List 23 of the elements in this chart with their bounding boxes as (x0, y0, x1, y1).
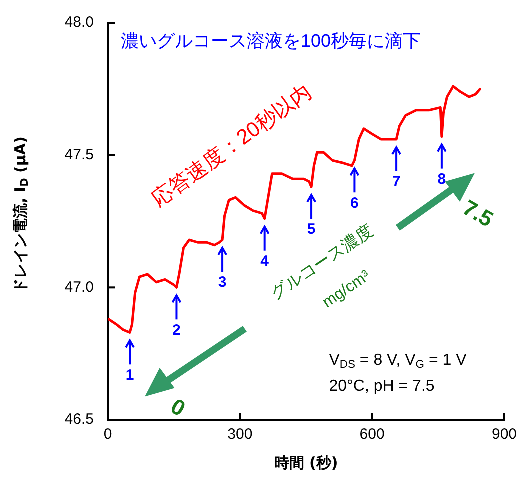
annotation: V$_{DS}$ = 8 V, V$_{G}$ = 1 V (329, 352, 467, 371)
annotation: 7.5 (458, 195, 498, 232)
x-tick-label: 900 (492, 426, 517, 444)
annotation: 4 (260, 252, 270, 270)
x-axis-title: 時間 (秒) (274, 454, 338, 472)
annotation: 濃いグルコース溶液を100秒毎に滴下 (120, 31, 422, 51)
x-tick-label: 0 (104, 426, 112, 444)
y-tick-label: 47.5 (64, 146, 94, 164)
y-tick-label: 47.0 (64, 278, 94, 296)
x-tick-label: 300 (228, 426, 253, 444)
x-tick-label: 600 (360, 426, 385, 444)
annotation: 8 (438, 170, 446, 188)
y-tick-label: 46.5 (64, 411, 94, 428)
annotation: 20°C, pH = 7.5 (329, 378, 435, 395)
annotation: 0 (166, 394, 190, 422)
annotation: 7 (392, 174, 401, 191)
annotation: 5 (307, 221, 316, 238)
y-tick-label: 48.0 (64, 14, 94, 32)
annotation: 3 (218, 274, 227, 292)
annotation: 1 (126, 366, 134, 384)
annotation: 2 (172, 322, 181, 339)
annotation: 6 (350, 194, 359, 212)
annotation: 応答速度：20秒以内 (148, 80, 316, 212)
